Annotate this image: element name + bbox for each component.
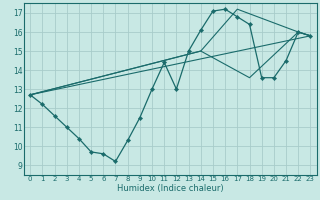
X-axis label: Humidex (Indice chaleur): Humidex (Indice chaleur) [117,184,224,193]
